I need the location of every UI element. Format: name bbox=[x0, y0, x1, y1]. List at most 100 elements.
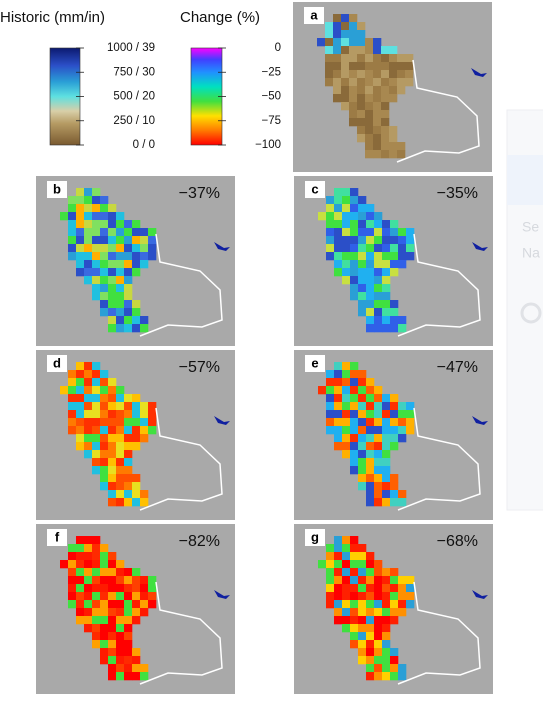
map-cell bbox=[68, 584, 77, 593]
map-cell bbox=[389, 94, 398, 103]
map-cell bbox=[92, 616, 101, 625]
map-cell bbox=[373, 142, 382, 151]
map-cell bbox=[350, 276, 359, 285]
map-cell bbox=[92, 576, 101, 585]
map-cell bbox=[374, 498, 383, 507]
map-cell bbox=[132, 656, 141, 665]
map-cell bbox=[397, 150, 406, 159]
map-cell bbox=[334, 442, 343, 451]
map-outline bbox=[396, 59, 480, 163]
map-cell bbox=[326, 592, 335, 601]
map-cell bbox=[382, 498, 391, 507]
map-cell bbox=[92, 552, 101, 561]
map-cell bbox=[366, 624, 375, 633]
map-cell bbox=[148, 252, 157, 261]
map-cell bbox=[132, 490, 141, 499]
map-outline bbox=[397, 233, 481, 337]
map-cell bbox=[116, 402, 125, 411]
map-cell bbox=[342, 426, 351, 435]
map-cell bbox=[390, 664, 399, 673]
map-cell bbox=[357, 78, 366, 87]
map-cell bbox=[148, 576, 157, 585]
map-cell bbox=[140, 584, 149, 593]
map-cell bbox=[349, 22, 358, 31]
map-cell bbox=[124, 632, 133, 641]
map-cell bbox=[76, 244, 85, 253]
map-cell bbox=[341, 70, 350, 79]
map-cell bbox=[366, 664, 375, 673]
map-cell bbox=[373, 62, 382, 71]
map-cell bbox=[374, 672, 383, 681]
map-cell bbox=[357, 126, 366, 135]
map-cell bbox=[358, 482, 367, 491]
map-cell bbox=[398, 672, 407, 681]
map-cell bbox=[350, 244, 359, 253]
map-cell bbox=[76, 212, 85, 221]
map-cell bbox=[374, 228, 383, 237]
map-cell bbox=[374, 300, 383, 309]
map-cell bbox=[358, 284, 367, 293]
panel-label: g bbox=[311, 529, 319, 544]
map-cell bbox=[76, 394, 85, 403]
map-cell bbox=[365, 70, 374, 79]
map-cell bbox=[148, 228, 157, 237]
map-cell bbox=[373, 118, 382, 127]
map-cell bbox=[366, 244, 375, 253]
map-cell bbox=[358, 592, 367, 601]
map-cell bbox=[326, 402, 335, 411]
map-cell bbox=[350, 592, 359, 601]
map-cell bbox=[390, 600, 399, 609]
map-cell bbox=[341, 62, 350, 71]
map-cell bbox=[358, 656, 367, 665]
map-outline bbox=[397, 407, 481, 511]
map-cell bbox=[124, 324, 133, 333]
map-cell bbox=[84, 426, 93, 435]
map-cell bbox=[108, 402, 117, 411]
map-cell bbox=[68, 402, 77, 411]
background-icon bbox=[520, 302, 542, 324]
map-cell bbox=[398, 228, 407, 237]
map-cell bbox=[390, 220, 399, 229]
map-cell bbox=[124, 498, 133, 507]
map-cell bbox=[116, 284, 125, 293]
map-cell bbox=[382, 220, 391, 229]
map-cell bbox=[342, 386, 351, 395]
map-cell bbox=[84, 410, 93, 419]
map-cell bbox=[124, 458, 133, 467]
map-cell bbox=[342, 378, 351, 387]
legend-title: Historic (mm/in) bbox=[0, 9, 105, 26]
map-cell bbox=[326, 212, 335, 221]
map-cell bbox=[366, 236, 375, 245]
map-cell bbox=[390, 576, 399, 585]
map-cell bbox=[108, 204, 117, 213]
map-cell bbox=[341, 54, 350, 63]
map-cell bbox=[100, 410, 109, 419]
map-cell bbox=[366, 212, 375, 221]
map-cell bbox=[374, 656, 383, 665]
map-cell bbox=[357, 94, 366, 103]
map-cell bbox=[350, 560, 359, 569]
legend-tick-label: 500 / 20 bbox=[113, 91, 155, 103]
map-cell bbox=[358, 576, 367, 585]
map-cell bbox=[374, 308, 383, 317]
map-cell bbox=[132, 568, 141, 577]
map-cell bbox=[366, 466, 375, 475]
map-cell bbox=[100, 244, 109, 253]
map-cell bbox=[76, 410, 85, 419]
map-cell bbox=[366, 498, 375, 507]
map-cell bbox=[334, 608, 343, 617]
map-cell bbox=[334, 536, 343, 545]
map-cell bbox=[350, 196, 359, 205]
map-cell bbox=[350, 220, 359, 229]
panel-change: −68% bbox=[437, 533, 478, 550]
map-cell bbox=[100, 608, 109, 617]
map-cell bbox=[358, 394, 367, 403]
map-cell bbox=[124, 466, 133, 475]
map-cell bbox=[358, 640, 367, 649]
map-panel: f −82% bbox=[36, 524, 235, 694]
map-cell bbox=[382, 584, 391, 593]
map-cell bbox=[92, 442, 101, 451]
map-cell bbox=[390, 324, 399, 333]
map-cell bbox=[108, 466, 117, 475]
lake-icon bbox=[214, 590, 230, 599]
